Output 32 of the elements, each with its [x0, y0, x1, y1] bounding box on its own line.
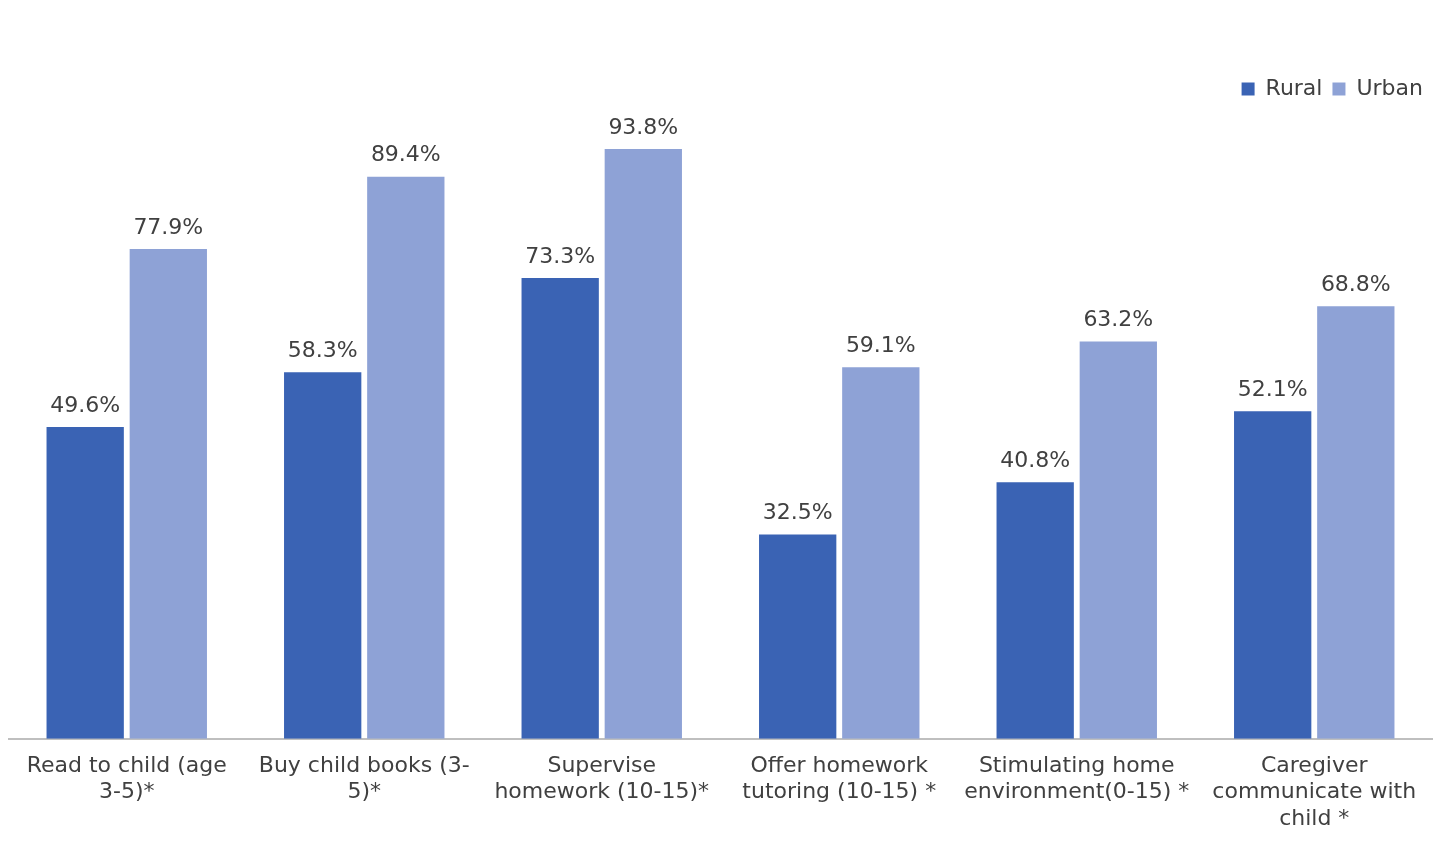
- bar: [367, 176, 445, 739]
- data-label: 77.9%: [133, 213, 204, 239]
- data-label: 58.3%: [287, 336, 358, 362]
- bar: [604, 148, 682, 739]
- data-label: 40.8%: [1000, 446, 1071, 472]
- bar: [1317, 306, 1395, 739]
- bar: [129, 248, 207, 739]
- legend-label: Urban: [1356, 74, 1424, 100]
- x-tick-label: Offer homework tutoring (10-15) *: [742, 751, 937, 804]
- legend-label: Rural: [1265, 74, 1323, 100]
- bar: [842, 367, 920, 739]
- x-tick-label: Read to child (age 3-5)*: [26, 751, 227, 804]
- data-label: 93.8%: [608, 113, 679, 139]
- data-label: 59.1%: [845, 331, 916, 357]
- bar: [1234, 411, 1312, 739]
- data-label: 63.2%: [1083, 306, 1154, 332]
- data-label: 52.1%: [1237, 375, 1308, 401]
- x-tick-label: Caregiver communicate with child *: [1212, 751, 1417, 830]
- x-tick-label: Supervise homework (10-15)*: [494, 751, 710, 804]
- bar: [1079, 341, 1157, 739]
- bar: [46, 426, 124, 739]
- bar: [759, 534, 837, 739]
- bar: [521, 277, 599, 739]
- data-label: 49.6%: [50, 391, 121, 417]
- data-label: 32.5%: [762, 499, 833, 525]
- bar: [284, 372, 362, 739]
- data-label: 73.3%: [525, 242, 596, 268]
- x-tick-label: Buy child books (3-5)*: [258, 751, 470, 804]
- data-label: 89.4%: [370, 141, 441, 167]
- x-tick-label: Stimulating home environment(0-15) *: [964, 751, 1190, 804]
- bar: [996, 482, 1074, 739]
- data-label: 68.8%: [1320, 270, 1391, 296]
